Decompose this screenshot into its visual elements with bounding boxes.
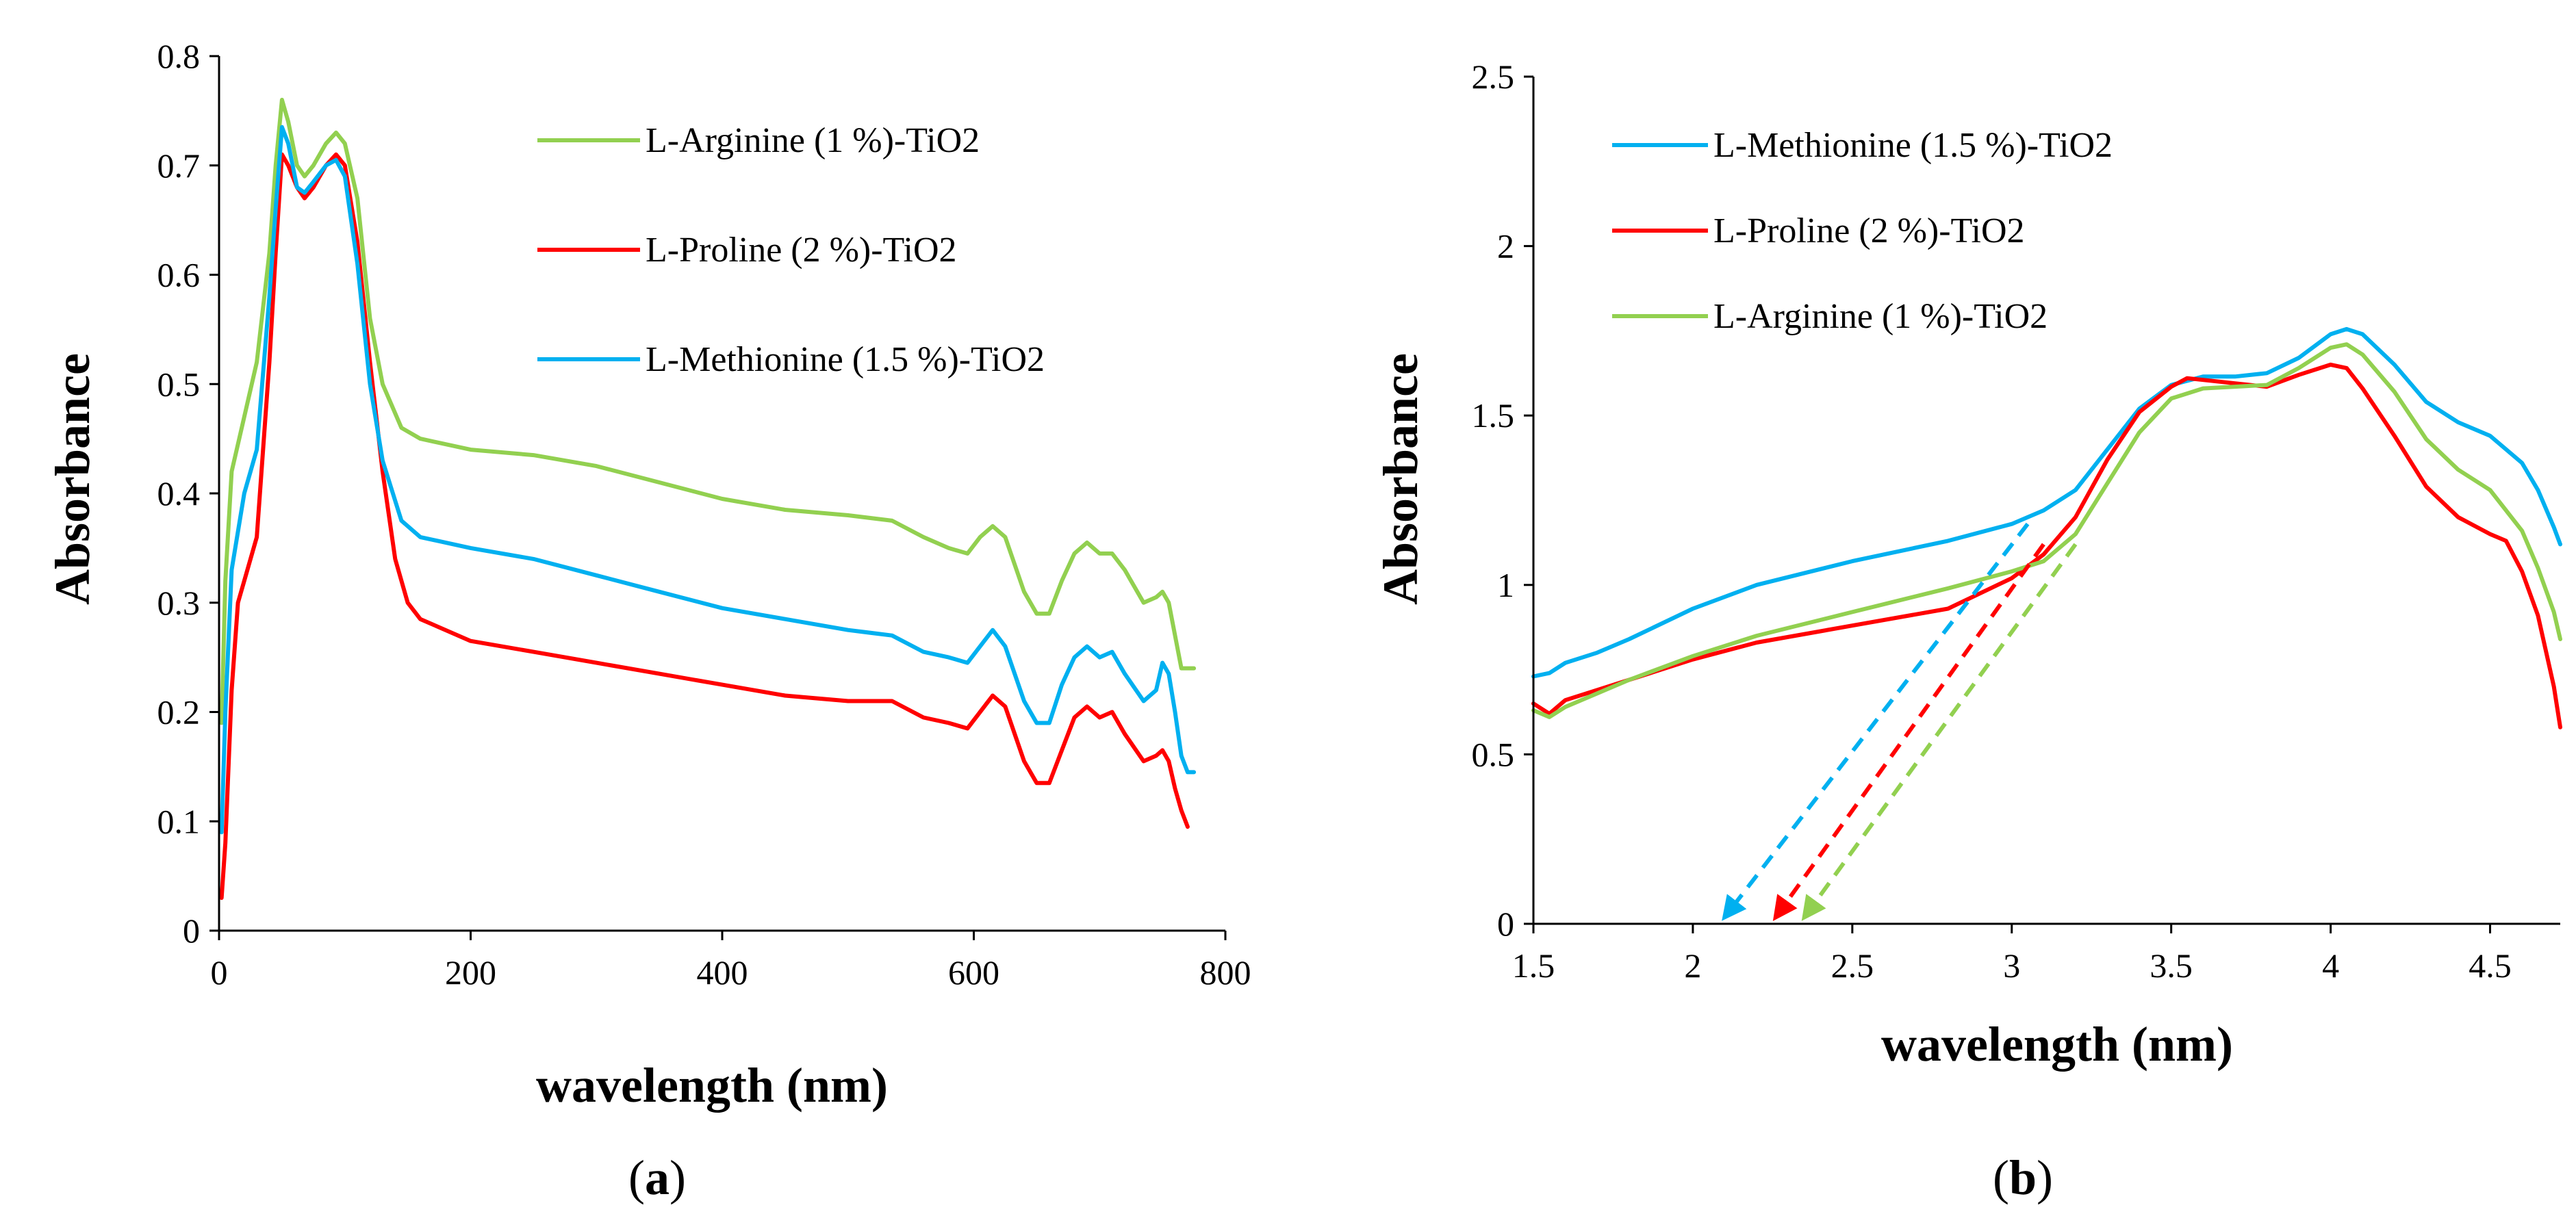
x-tick-label: 400 (697, 953, 748, 992)
series-line-l-proline-2-tio2 (1531, 362, 2562, 729)
panel-a-tick-labels: 0 0.1 0.2 0.3 0.4 0.5 0.6 0.7 0.8 0 200 400 600 800 (157, 37, 1251, 992)
y-tick-label: 0 (183, 911, 200, 950)
panel-a-label-letter: a (645, 1150, 669, 1205)
panel-a-axes (209, 55, 1227, 940)
y-tick-label: 0.3 (157, 584, 201, 622)
legend-item: L-Arginine (1 %)-TiO2 (1612, 297, 2048, 336)
chart-panel-b: 0 0.5 1 1.5 2 2.5 1.5 2 2.5 3 3.5 4 4.5 L-Methionine… (1373, 57, 2562, 1205)
y-tick-label: 0.6 (157, 256, 201, 294)
legend-item: L-Proline (2 %)-TiO2 (1612, 211, 2025, 250)
tangent-arrow (1801, 543, 2078, 921)
legend-label: L-Methionine (1.5 %)-TiO2 (1713, 126, 2113, 165)
series-line-l-proline-2-tio2 (219, 152, 1190, 901)
x-tick-label: 0 (211, 953, 228, 992)
panel-b-label: (b) (1993, 1150, 2053, 1205)
tangent-arrow (1722, 522, 2030, 921)
panel-b-axes (1524, 75, 2560, 933)
y-tick-label: 2 (1497, 227, 1514, 266)
tangent-arrow (1772, 543, 2045, 921)
series-line-l-methionine-1-5-tio2 (1531, 326, 2562, 679)
legend-item: L-Methionine (1.5 %)-TiO2 (537, 340, 1045, 379)
x-tick-label: 3 (2003, 946, 2020, 985)
x-tick-label: 800 (1200, 953, 1251, 992)
x-tick-label: 200 (445, 953, 496, 992)
legend-label: L-Arginine (1 %)-TiO2 (646, 121, 980, 160)
chart-panel-a: 0 0.1 0.2 0.3 0.4 0.5 0.6 0.7 0.8 0 200 400 600 800 L… (45, 37, 1251, 1205)
x-tick-label: 4.5 (2469, 946, 2512, 985)
y-tick-label: 0.5 (157, 365, 201, 403)
x-tick-label: 2 (1684, 946, 1701, 985)
y-tick-label: 1 (1497, 566, 1514, 604)
y-tick-label: 0 (1497, 905, 1514, 943)
legend-label: L-Methionine (1.5 %)-TiO2 (646, 340, 1045, 379)
y-tick-label: 0.2 (157, 693, 201, 732)
legend-label: L-Arginine (1 %)-TiO2 (1713, 297, 2048, 336)
panel-a-x-axis-title: wavelength (nm) (536, 1058, 888, 1113)
panel-b-y-axis-title: Absorbance (1373, 353, 1428, 605)
y-tick-label: 2.5 (1472, 57, 1515, 96)
y-tick-label: 0.1 (157, 802, 201, 840)
series-line-l-arginine-1-tio2 (219, 97, 1197, 725)
y-tick-label: 0.8 (157, 37, 201, 75)
panel-b-label-letter: b (2009, 1150, 2037, 1205)
panel-a-y-axis-title: Absorbance (45, 353, 100, 605)
series-line-l-arginine-1-tio2 (1531, 342, 2562, 719)
legend-label: L-Proline (2 %)-TiO2 (646, 231, 957, 270)
x-tick-label: 2.5 (1831, 946, 1874, 985)
panel-a-legend: L-Arginine (1 %)-TiO2 L-Proline (2 %)-TiO… (537, 121, 1045, 379)
legend-item: L-Arginine (1 %)-TiO2 (537, 121, 980, 160)
y-tick-label: 1.5 (1472, 396, 1515, 435)
panel-b-tangent-arrows (1722, 522, 2078, 921)
legend-item: L-Proline (2 %)-TiO2 (537, 231, 957, 270)
panel-b-x-axis-title: wavelength (nm) (1881, 1017, 2233, 1072)
x-tick-label: 3.5 (2150, 946, 2193, 985)
panel-b-tick-labels: 0 0.5 1 1.5 2 2.5 1.5 2 2.5 3 3.5 4 4.5 (1472, 57, 2512, 985)
x-tick-label: 4 (2322, 946, 2339, 985)
x-tick-label: 1.5 (1512, 946, 1555, 985)
legend-label: L-Proline (2 %)-TiO2 (1713, 211, 2025, 250)
x-tick-label: 600 (948, 953, 999, 992)
panel-a-label: (a) (628, 1150, 686, 1205)
panel-b-series (1531, 326, 2562, 729)
panel-a-series (219, 97, 1197, 901)
series-line-l-methionine-1-5-tio2 (219, 125, 1197, 835)
y-tick-label: 0.5 (1472, 735, 1515, 773)
y-tick-label: 0.7 (157, 146, 201, 185)
y-tick-label: 0.4 (157, 474, 201, 513)
legend-item: L-Methionine (1.5 %)-TiO2 (1612, 126, 2113, 165)
panel-b-legend: L-Methionine (1.5 %)-TiO2 L-Proline (2 %)… (1612, 126, 2113, 336)
